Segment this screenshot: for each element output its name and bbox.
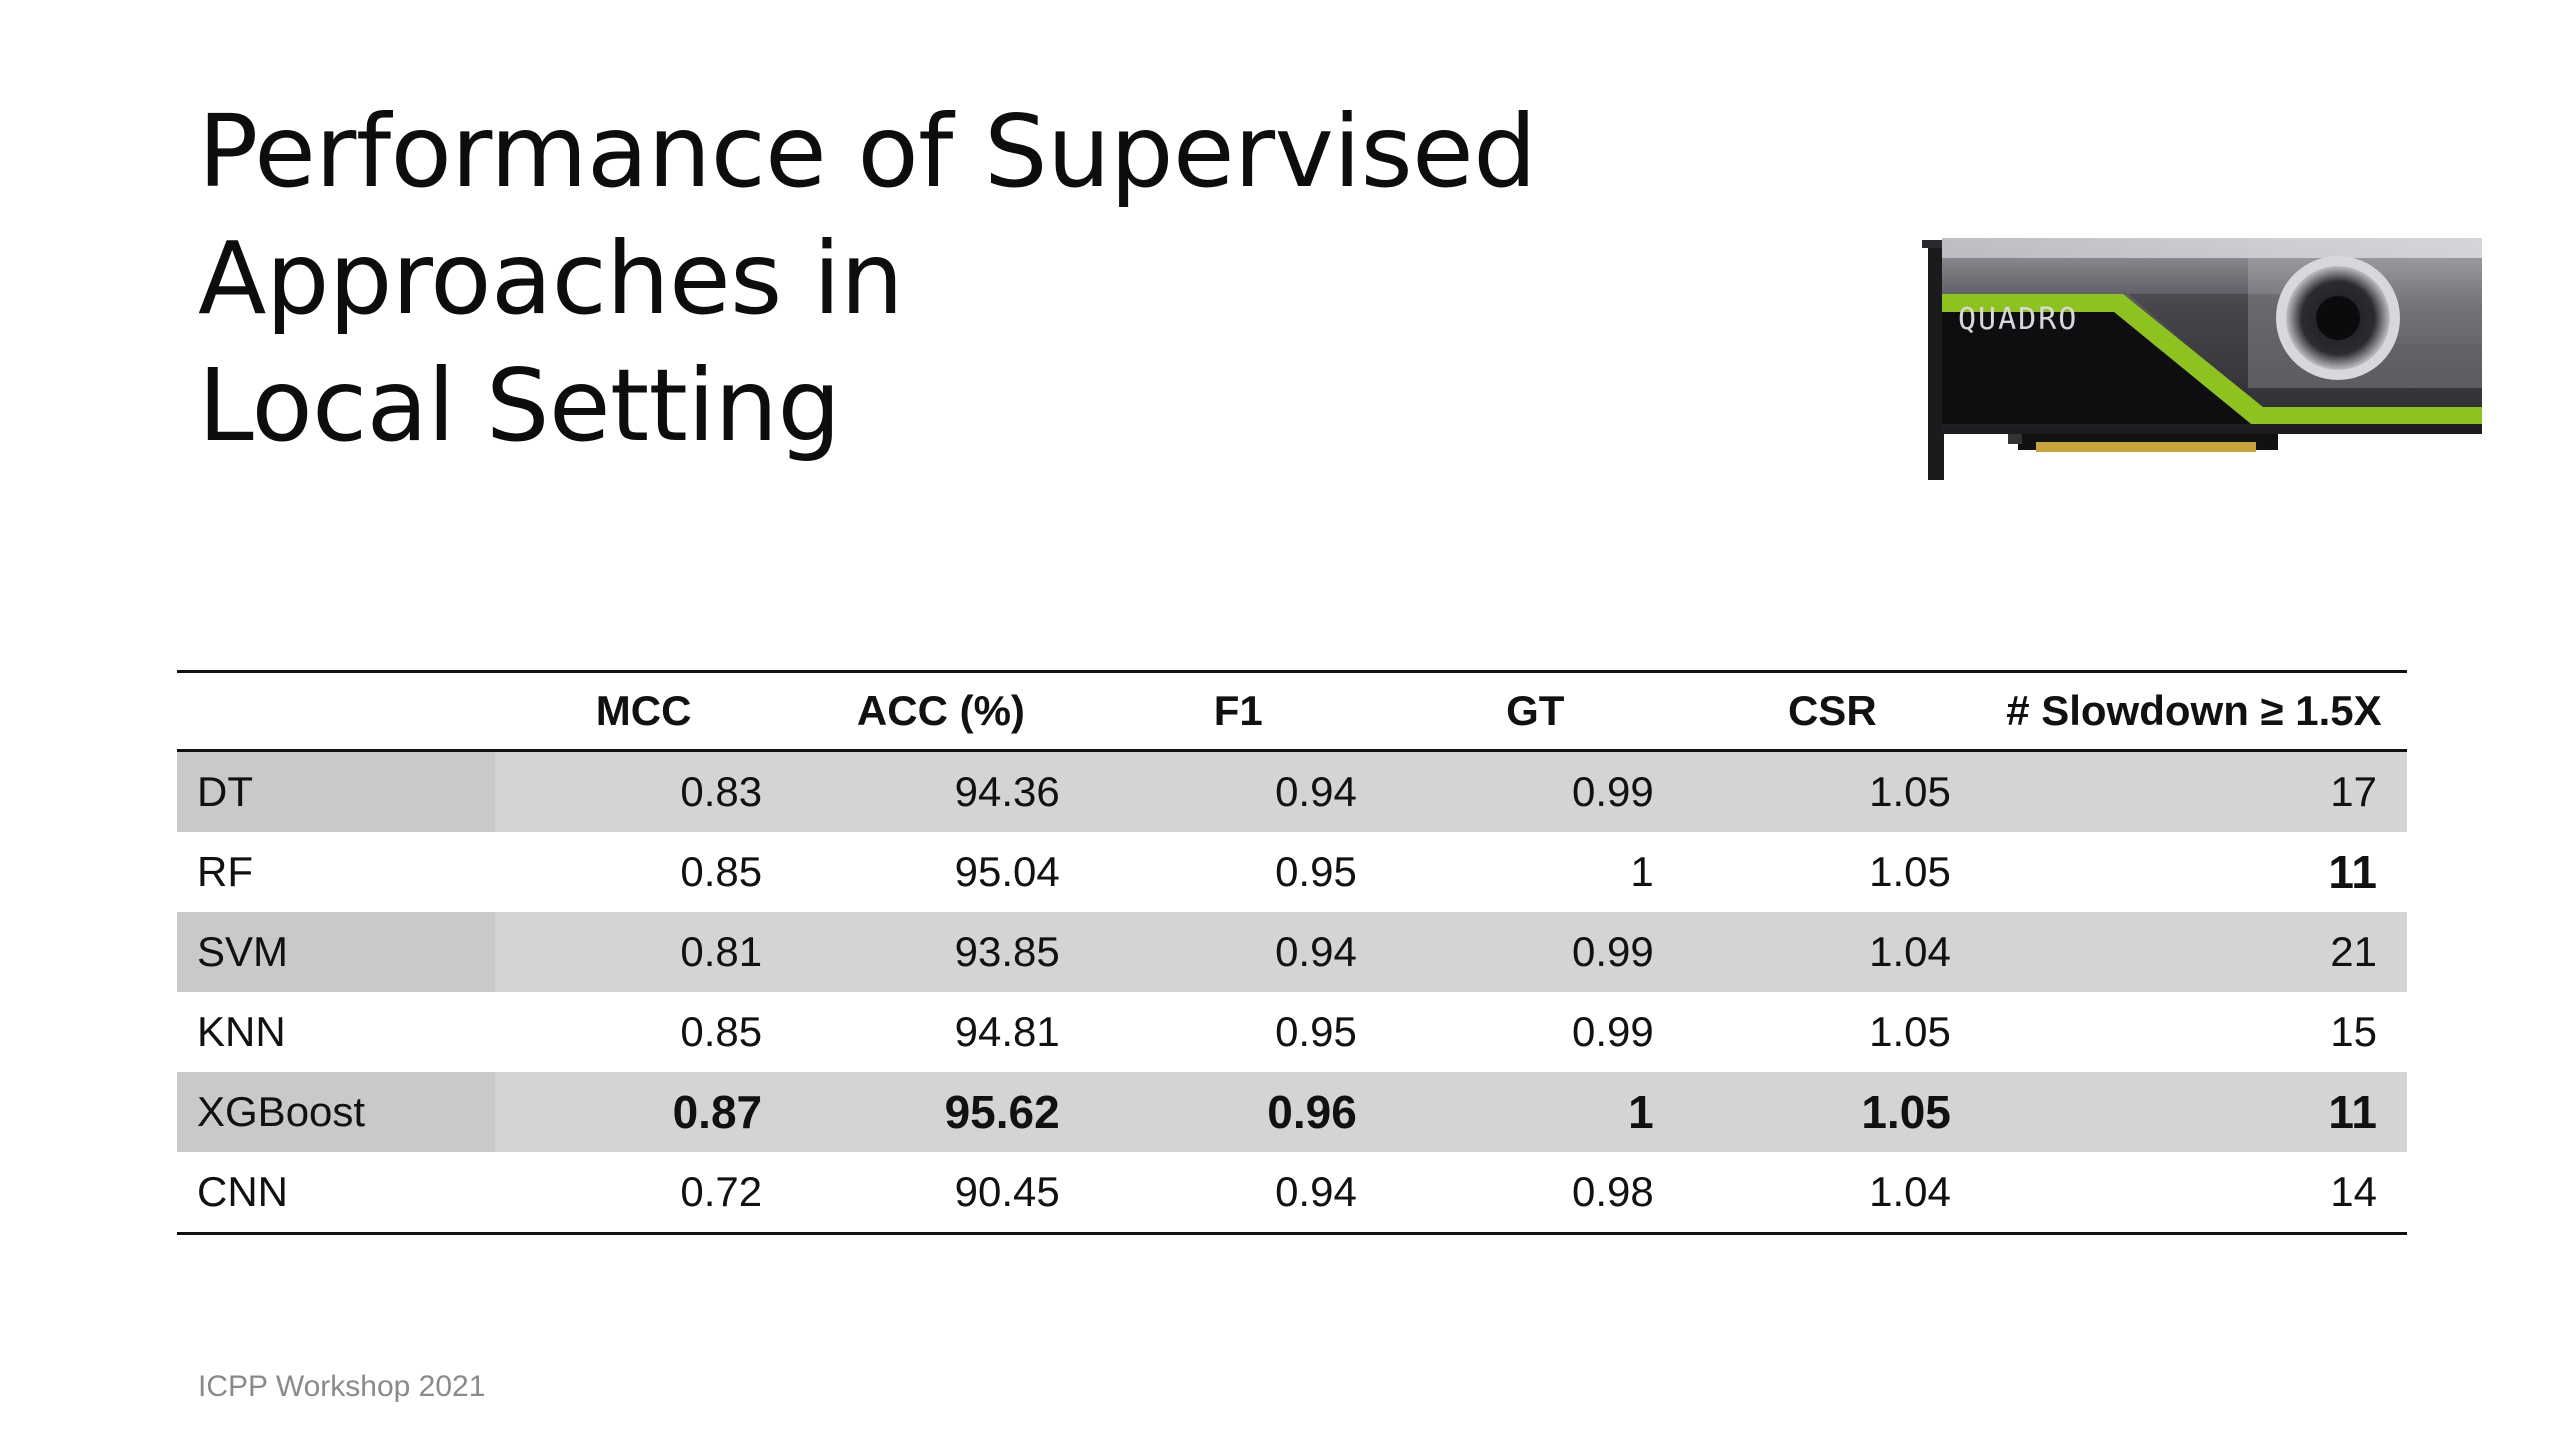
table-cell: 90.45 [954,1168,1060,1215]
table-cell: 0.87 [495,1072,793,1152]
column-header: GT [1506,687,1565,734]
table-cell: 15 [2330,1008,2377,1055]
column-header: MCC [595,687,692,734]
row-label: CNN [197,1168,288,1215]
table-cell: 0.96 [1089,1072,1387,1152]
table-row: DT 0.83 94.36 0.94 0.99 1.05 17 [177,750,2407,832]
table-header-row: MCC ACC (%) F1 GT CSR # Slowdown ≥ 1.5X [177,671,2407,751]
table-cell: 1.04 [1683,912,1981,992]
table-cell: 0.95 [1275,1008,1357,1055]
table-cell: 0.94 [1089,912,1387,992]
table-cell: 0.99 [1572,1008,1654,1055]
table-cell: 94.36 [792,750,1090,832]
column-header [177,672,495,751]
table-cell: 0.81 [495,912,793,992]
table-cell: 1 [1386,1072,1684,1152]
table-cell: 0.95 [1275,848,1357,895]
table-body: DT 0.83 94.36 0.94 0.99 1.05 17 RF 0.85 95.04 0.95… [177,750,2407,1234]
row-label: SVM [177,912,496,992]
column-header: CSR [1787,687,1877,734]
table-cell: 17 [1980,750,2407,832]
table-cell: 0.83 [495,750,793,832]
quadro-logo-text: QUADRO [1958,302,2078,337]
row-label: DT [177,750,496,832]
table-row: XGBoost 0.87 95.62 0.96 1 1.05 11 [177,1072,2407,1152]
table-cell: 0.99 [1386,912,1684,992]
table-cell: 1.04 [1869,1168,1951,1215]
table-cell: 0.99 [1386,750,1684,832]
slide-title: Performance of Supervised Approaches in … [198,88,2098,469]
table-cell: 11 [1980,1072,2407,1152]
table-row: SVM 0.81 93.85 0.94 0.99 1.04 21 [177,912,2407,992]
slide-title-line-2: Local Setting [198,347,841,464]
table-cell: 0.98 [1572,1168,1654,1215]
table-cell: 1.05 [1683,1072,1981,1152]
row-label: KNN [197,1008,286,1055]
table-cell: 21 [1980,912,2407,992]
table-cell: 1.05 [1869,1008,1951,1055]
table-cell: 0.85 [680,848,763,895]
table-row: CNN 0.72 90.45 0.94 0.98 1.04 14 [177,1152,2407,1234]
results-table: MCC ACC (%) F1 GT CSR # Slowdown ≥ 1.5X DT 0.8… [177,670,2407,1235]
column-header: # Slowdown ≥ 1.5X [2006,687,2382,734]
table-cell: 95.62 [792,1072,1090,1152]
table-cell: 1.05 [1683,750,1981,832]
table-row: RF 0.85 95.04 0.95 1 1.05 11 [177,832,2407,912]
slide-title-line-1: Performance of Supervised Approaches in [198,93,1537,337]
column-header: F1 [1213,687,1263,734]
table-cell: 11 [2328,846,2377,898]
table-row: KNN 0.85 94.81 0.95 0.99 1.05 15 [177,992,2407,1072]
row-label: XGBoost [177,1072,496,1152]
table-cell: 0.85 [680,1008,763,1055]
table-cell: 0.94 [1275,1168,1357,1215]
slide-footer: ICPP Workshop 2021 [198,1370,486,1403]
table-cell: 94.81 [954,1008,1060,1055]
table-cell: 1 [1630,848,1654,895]
table-cell: 1.05 [1869,848,1951,895]
column-header: ACC (%) [856,687,1025,734]
table-cell: 0.72 [680,1168,763,1215]
row-label: RF [197,848,253,895]
table-cell: 14 [2330,1168,2377,1215]
table-cell: 0.94 [1089,750,1387,832]
gpu-card-image: QUADRO [1922,238,2482,480]
table-cell: 93.85 [792,912,1090,992]
table-cell: 95.04 [954,848,1060,895]
